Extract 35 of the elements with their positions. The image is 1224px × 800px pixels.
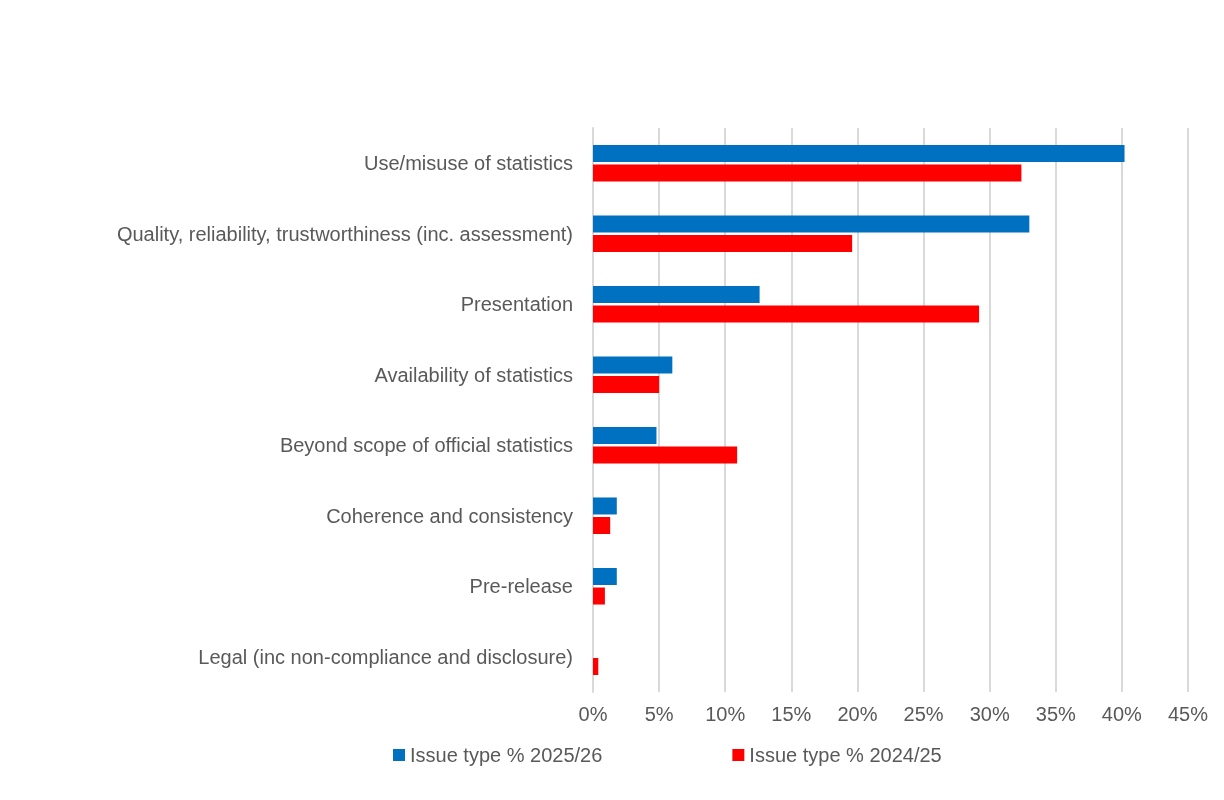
bar bbox=[593, 215, 1030, 233]
bar bbox=[593, 587, 605, 605]
bar bbox=[593, 164, 1022, 182]
y-tick-label: Availability of statistics bbox=[374, 363, 573, 386]
legend-label: Issue type % 2024/25 bbox=[749, 744, 942, 766]
bar bbox=[593, 426, 657, 444]
x-tick-label: 40% bbox=[1101, 703, 1143, 725]
y-tick-label: Quality, reliability, trustworthiness (inc. assessment) bbox=[116, 222, 573, 245]
y-tick-label: Legal (inc non-compliance and disclosure) bbox=[198, 645, 573, 668]
y-tick-label: Beyond scope of official statistics bbox=[279, 434, 573, 457]
bar bbox=[593, 144, 1125, 162]
x-tick-label: 20% bbox=[837, 703, 878, 725]
bar bbox=[593, 285, 760, 303]
bar bbox=[593, 356, 673, 374]
bar bbox=[593, 376, 660, 394]
x-tick-label: 0% bbox=[578, 703, 608, 725]
x-tick-label: 15% bbox=[771, 703, 812, 725]
bar bbox=[593, 305, 980, 323]
x-tick-label: 45% bbox=[1167, 703, 1209, 725]
bar bbox=[593, 658, 599, 676]
x-tick-label: 35% bbox=[1035, 703, 1077, 725]
x-tick-label: 30% bbox=[969, 703, 1010, 725]
bar bbox=[593, 567, 617, 585]
bar bbox=[593, 497, 617, 515]
bar bbox=[593, 446, 738, 464]
x-tick-label: 5% bbox=[644, 703, 674, 725]
y-tick-label: Presentation bbox=[460, 293, 573, 316]
y-tick-label: Use/misuse of statistics bbox=[364, 152, 573, 175]
bar bbox=[593, 235, 853, 253]
y-tick-label: Coherence and consistency bbox=[326, 504, 573, 527]
y-tick-label: Pre-release bbox=[469, 575, 573, 598]
legend-label: Issue type % 2025/26 bbox=[410, 744, 603, 766]
x-tick-label: 10% bbox=[705, 703, 746, 725]
x-tick-label: 25% bbox=[903, 703, 944, 725]
bar bbox=[593, 517, 611, 535]
